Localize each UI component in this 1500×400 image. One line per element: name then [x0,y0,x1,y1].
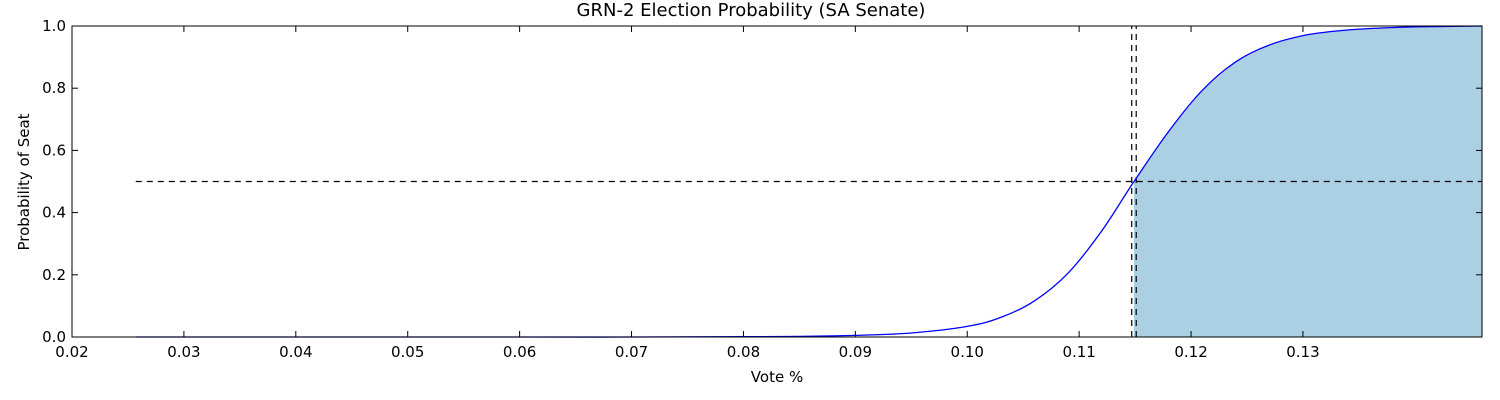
x-tick-label: 0.11 [1062,343,1095,361]
y-axis-label: Probability of Seat [15,113,33,250]
plot-area [71,25,1483,338]
plot-frame [71,25,1483,338]
x-axis-label: Vote % [751,368,803,386]
y-tick-label: 0.0 [42,328,66,346]
y-tick-label: 1.0 [42,17,66,35]
y-tick-label: 0.2 [42,266,66,284]
x-tick-label: 0.04 [279,343,312,361]
x-tick-label: 0.06 [503,343,536,361]
chart-title: GRN-2 Election Probability (SA Senate) [577,0,926,21]
x-tick-label: 0.08 [727,343,760,361]
x-tick-label: 0.03 [167,343,200,361]
area-fill [1134,26,1482,337]
x-tick-label: 0.09 [839,343,872,361]
x-tick-label: 0.12 [1174,343,1207,361]
x-tick-label: 0.07 [615,343,648,361]
x-tick-label: 0.02 [55,343,88,361]
y-tick-label: 0.6 [42,141,66,159]
x-axis: 0.02 0.03 0.04 0.05 0.06 0.07 0.08 0.09 0.10 0.11… [55,26,1320,361]
x-tick-label: 0.13 [1286,343,1319,361]
y-tick-label: 0.4 [42,204,66,222]
x-tick-label: 0.10 [951,343,984,361]
y-tick-label: 0.8 [42,79,66,97]
y-axis: 0.0 0.2 0.4 0.6 0.8 1.0 [42,17,1482,346]
x-tick-label: 0.05 [391,343,424,361]
